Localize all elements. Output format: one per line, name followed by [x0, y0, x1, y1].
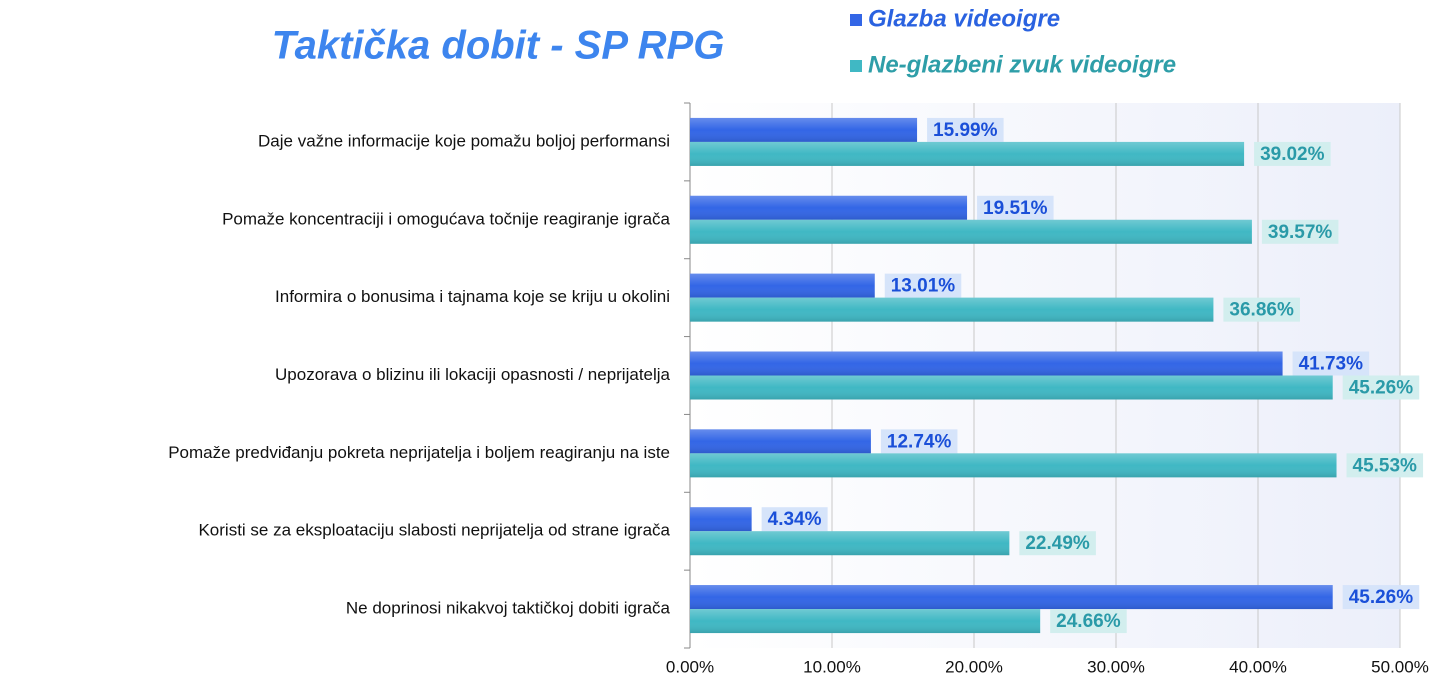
- category-label: Ne doprinosi nikakvoj taktičkoj dobiti i…: [346, 599, 671, 618]
- bar-shine: [690, 609, 1041, 634]
- category-label: Pomaže koncentraciji i omogućava točnije…: [222, 209, 670, 228]
- value-label-bg: [1342, 375, 1420, 400]
- x-tick-label: 40.00%: [1229, 657, 1287, 676]
- legend-swatch: [850, 14, 862, 26]
- value-label: 13.01%: [891, 276, 956, 297]
- value-label: 4.34%: [768, 509, 822, 530]
- value-label: 45.26%: [1349, 378, 1414, 399]
- bar-shine: [690, 117, 918, 142]
- value-label: 45.26%: [1349, 587, 1414, 608]
- bar-shine: [690, 219, 1252, 244]
- value-label: 45.53%: [1353, 455, 1418, 476]
- category-label: Koristi se za eksploataciju slabosti nep…: [198, 521, 670, 540]
- bar-shine: [690, 273, 875, 298]
- x-tick-label: 0.00%: [666, 657, 714, 676]
- category-label: Informira o bonusima i tajnama koje se k…: [275, 287, 670, 306]
- value-label-bg: [1050, 609, 1127, 634]
- bar-shine: [690, 507, 752, 532]
- bar-shine: [690, 195, 968, 220]
- bar-shine: [690, 297, 1214, 322]
- value-label-bg: [977, 195, 1054, 220]
- value-label: 12.74%: [887, 431, 952, 452]
- value-label: 36.86%: [1229, 300, 1294, 321]
- category-label: Daje važne informacije koje pomažu boljo…: [258, 131, 670, 150]
- value-label-bg: [761, 507, 828, 532]
- category-label: Upozorava o blizinu ili lokaciji opasnos…: [275, 365, 671, 384]
- value-label: 39.57%: [1268, 222, 1333, 243]
- value-label-bg: [927, 117, 1004, 142]
- value-label: 41.73%: [1299, 354, 1364, 375]
- value-label: 24.66%: [1056, 611, 1121, 632]
- value-label-bg: [880, 429, 958, 454]
- bar-shine: [690, 531, 1010, 556]
- bar-shine: [690, 453, 1337, 478]
- x-tick-label: 50.00%: [1371, 657, 1429, 676]
- value-label-bg: [1254, 141, 1331, 166]
- value-label-bg: [1346, 453, 1424, 478]
- x-tick-label: 30.00%: [1087, 657, 1145, 676]
- value-label: 39.02%: [1260, 144, 1325, 165]
- bar-shine: [690, 429, 871, 454]
- value-label: 19.51%: [983, 198, 1048, 219]
- x-tick-label: 10.00%: [803, 657, 861, 676]
- value-label: 22.49%: [1025, 533, 1090, 554]
- category-label: Pomaže predviđanju pokreta neprijatelja …: [168, 443, 670, 462]
- value-label-bg: [1261, 219, 1339, 244]
- value-label-bg: [1292, 351, 1370, 376]
- legend-label: Ne-glazbeni zvuk videoigre: [868, 51, 1176, 78]
- chart-title: Taktička dobit - SP RPG: [272, 24, 725, 68]
- value-label-bg: [1019, 531, 1096, 556]
- value-label-bg: [884, 273, 962, 298]
- bar-shine: [690, 375, 1333, 400]
- x-tick-label: 20.00%: [945, 657, 1003, 676]
- value-label-bg: [1342, 585, 1420, 610]
- bar-shine: [690, 585, 1333, 610]
- legend-label: Glazba videoigre: [868, 5, 1060, 32]
- value-label: 15.99%: [933, 120, 998, 141]
- value-label-bg: [1223, 297, 1300, 322]
- legend-swatch: [850, 60, 862, 72]
- bar-shine: [690, 141, 1245, 166]
- bar-shine: [690, 351, 1283, 376]
